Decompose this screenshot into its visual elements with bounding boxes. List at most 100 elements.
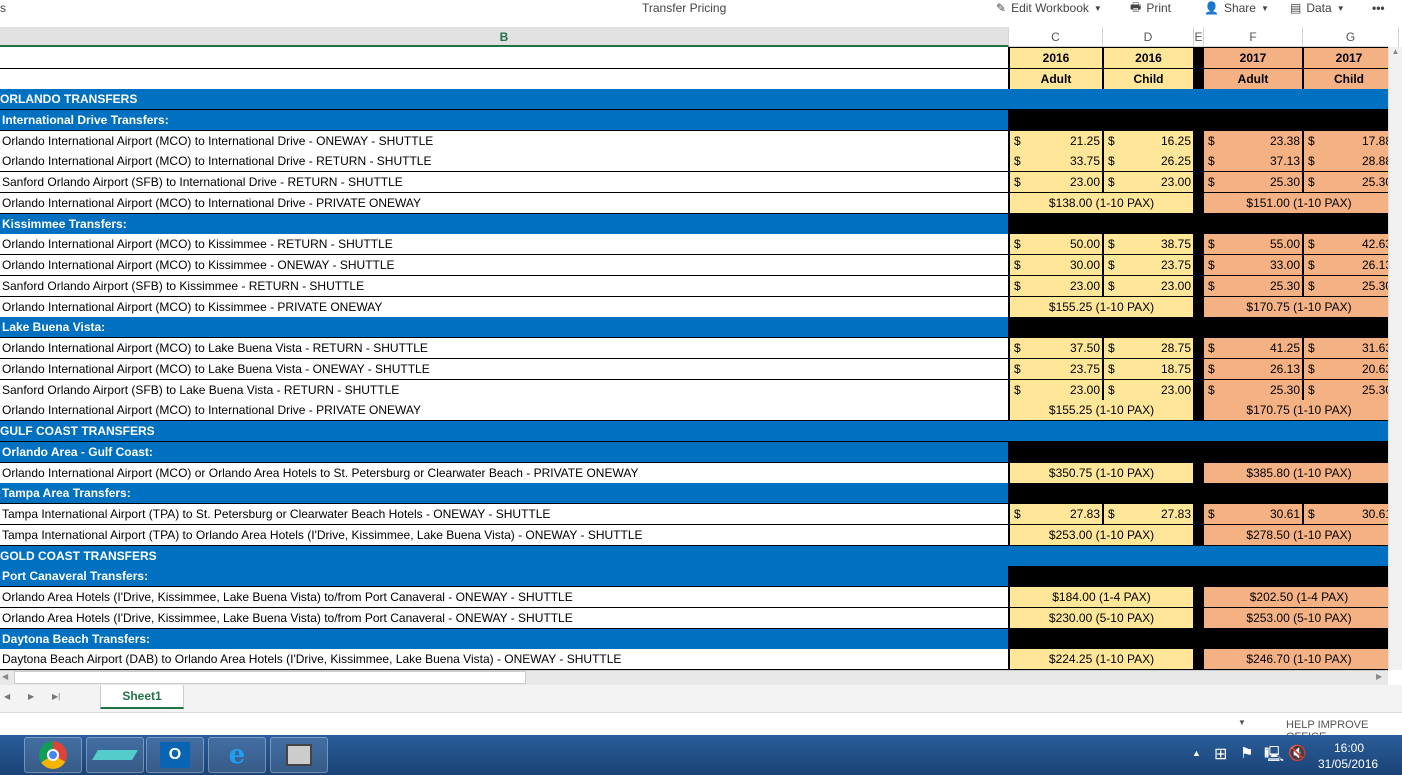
price-2017-pax[interactable]: $202.50 (1-4 PAX) xyxy=(1204,587,1388,607)
scroll-left-icon[interactable]: ◀ xyxy=(2,672,9,681)
price-2016-adult[interactable]: $30.00 xyxy=(1010,255,1102,275)
caret-down-icon[interactable]: ▼ xyxy=(1238,718,1246,727)
route-label[interactable]: Orlando International Airport (MCO) to L… xyxy=(0,338,1008,358)
header-2016-child[interactable]: 2016 xyxy=(1104,48,1193,68)
price-2016-pax[interactable]: $155.25 (1-10 PAX) xyxy=(1010,400,1193,421)
header-2016-adult[interactable]: 2016 xyxy=(1010,48,1102,68)
scroll-thumb[interactable] xyxy=(14,671,526,684)
price-2017-child[interactable]: $20.63 xyxy=(1304,358,1388,379)
print-button[interactable]: 🖶 Print xyxy=(1130,0,1171,16)
route-label[interactable]: Tampa International Airport (TPA) to St.… xyxy=(0,504,1008,524)
last-sheet-icon[interactable]: ▶| xyxy=(52,692,61,701)
more-options-button[interactable]: ••• xyxy=(1372,1,1385,15)
subsection-title[interactable]: Tampa Area Transfers: xyxy=(0,483,1008,504)
price-2016-pax[interactable]: $184.00 (1-4 PAX) xyxy=(1010,587,1193,607)
horizontal-scrollbar[interactable]: ◀ ▶ xyxy=(0,670,1388,685)
edit-workbook-button[interactable]: ✎ Edit Workbook ▼ xyxy=(996,1,1102,15)
price-2017-adult[interactable]: $23.38 xyxy=(1204,130,1302,151)
route-label[interactable]: Orlando International Airport (MCO) to K… xyxy=(0,296,1008,317)
price-2016-pax[interactable]: $230.00 (5-10 PAX) xyxy=(1010,607,1193,628)
column-header-b[interactable]: B xyxy=(0,27,1009,47)
price-2017-adult[interactable]: $33.00 xyxy=(1204,255,1302,275)
price-2016-pax[interactable]: $138.00 (1-10 PAX) xyxy=(1010,192,1193,213)
price-2017-child[interactable]: $25.30 xyxy=(1304,172,1388,192)
route-label[interactable]: Orlando International Airport (MCO) to I… xyxy=(0,192,1008,213)
price-2017-child[interactable]: $30.61 xyxy=(1304,504,1388,524)
price-2016-child[interactable]: $16.25 xyxy=(1104,130,1193,151)
route-label[interactable]: Orlando International Airport (MCO) to I… xyxy=(0,400,1008,421)
price-2016-child[interactable]: $38.75 xyxy=(1104,234,1193,255)
price-2016-child[interactable]: $23.75 xyxy=(1104,255,1193,275)
column-header-c[interactable]: C xyxy=(1009,27,1103,47)
price-2017-child[interactable]: $25.30 xyxy=(1304,275,1388,296)
route-label[interactable]: Orlando International Airport (MCO) to L… xyxy=(0,358,1008,379)
scroll-right-icon[interactable]: ▶ xyxy=(1376,672,1383,681)
route-label[interactable]: Sanford Orlando Airport (SFB) to Interna… xyxy=(0,172,1008,192)
volume-muted-icon[interactable]: 🔇 xyxy=(1288,745,1307,762)
price-2017-adult[interactable]: $37.13 xyxy=(1204,151,1302,172)
chrome-icon[interactable] xyxy=(24,737,82,773)
price-2017-pax[interactable]: $246.70 (1-10 PAX) xyxy=(1204,649,1388,670)
price-2016-child[interactable]: $23.00 xyxy=(1104,275,1193,296)
price-2017-pax[interactable]: $278.50 (1-10 PAX) xyxy=(1204,524,1388,545)
price-2017-child[interactable]: $28.88 xyxy=(1304,151,1388,172)
column-header-f[interactable]: F xyxy=(1204,27,1303,47)
header-2017-child[interactable]: 2017 xyxy=(1304,48,1388,68)
price-2017-pax[interactable]: $170.75 (1-10 PAX) xyxy=(1204,296,1388,317)
price-2017-adult[interactable]: $25.30 xyxy=(1204,379,1302,400)
internet-explorer-icon[interactable]: e xyxy=(208,737,266,773)
clock-time[interactable]: 16:00 xyxy=(1334,741,1365,755)
price-2017-pax[interactable]: $253.00 (5-10 PAX) xyxy=(1204,607,1388,628)
price-2016-pax[interactable]: $253.00 (1-10 PAX) xyxy=(1010,524,1193,545)
price-2016-child[interactable]: $23.00 xyxy=(1104,172,1193,192)
price-2017-adult[interactable]: $30.61 xyxy=(1204,504,1302,524)
price-2017-child[interactable]: $25.30 xyxy=(1304,379,1388,400)
price-2016-adult[interactable]: $23.75 xyxy=(1010,358,1102,379)
route-label[interactable]: Orlando Area Hotels (I'Drive, Kissimmee,… xyxy=(0,587,1008,607)
price-2016-child[interactable]: $26.25 xyxy=(1104,151,1193,172)
subsection-title[interactable]: Daytona Beach Transfers: xyxy=(0,628,1008,649)
route-label[interactable]: Orlando International Airport (MCO) or O… xyxy=(0,462,1008,483)
data-button[interactable]: ▤ Data ▼ xyxy=(1290,1,1345,15)
subsection-title[interactable]: International Drive Transfers: xyxy=(0,109,1008,130)
price-2016-child[interactable]: $27.83 xyxy=(1104,504,1193,524)
route-label[interactable]: Daytona Beach Airport (DAB) to Orlando A… xyxy=(0,649,1008,670)
price-2017-child[interactable]: $42.63 xyxy=(1304,234,1388,255)
section-title[interactable]: GOLD COAST TRANSFERS xyxy=(0,545,1388,566)
price-2016-pax[interactable]: $155.25 (1-10 PAX) xyxy=(1010,296,1193,317)
price-2017-child[interactable]: $31.63 xyxy=(1304,338,1388,358)
header-2017-adult[interactable]: 2017 xyxy=(1204,48,1302,68)
price-2017-adult[interactable]: $41.25 xyxy=(1204,338,1302,358)
price-2016-child[interactable]: $23.00 xyxy=(1104,379,1193,400)
route-label[interactable]: Tampa International Airport (TPA) to Orl… xyxy=(0,524,1008,545)
price-2017-child[interactable]: $17.88 xyxy=(1304,130,1388,151)
price-2016-pax[interactable]: $224.25 (1-10 PAX) xyxy=(1010,649,1193,670)
outlook-icon[interactable]: O xyxy=(146,737,204,773)
price-2016-adult[interactable]: $33.75 xyxy=(1010,151,1102,172)
route-label[interactable]: Orlando Area Hotels (I'Drive, Kissimmee,… xyxy=(0,607,1008,628)
price-2017-pax[interactable]: $385.80 (1-10 PAX) xyxy=(1204,462,1388,483)
route-label[interactable]: Sanford Orlando Airport (SFB) to Lake Bu… xyxy=(0,379,1008,400)
price-2017-adult[interactable]: $25.30 xyxy=(1204,275,1302,296)
vertical-scrollbar[interactable]: ▲ xyxy=(1388,47,1402,670)
price-2017-child[interactable]: $26.13 xyxy=(1304,255,1388,275)
clock-date[interactable]: 31/05/2016 xyxy=(1318,757,1379,771)
route-label[interactable]: Orlando International Airport (MCO) to K… xyxy=(0,234,1008,255)
column-header-d[interactable]: D xyxy=(1103,27,1194,47)
subsection-title[interactable]: Port Canaveral Transfers: xyxy=(0,566,1008,587)
price-2016-child[interactable]: $18.75 xyxy=(1104,358,1193,379)
price-2017-adult[interactable]: $55.00 xyxy=(1204,234,1302,255)
price-2017-pax[interactable]: $170.75 (1-10 PAX) xyxy=(1204,400,1388,421)
network-app-icon[interactable] xyxy=(270,737,328,773)
price-2017-adult[interactable]: $26.13 xyxy=(1204,358,1302,379)
section-title[interactable]: GULF COAST TRANSFERS xyxy=(0,421,1388,441)
price-2017-adult[interactable]: $25.30 xyxy=(1204,172,1302,192)
windows-icon[interactable]: ⊞ xyxy=(1214,746,1228,763)
header-child[interactable]: Child xyxy=(1104,69,1193,89)
column-header-g[interactable]: G xyxy=(1303,27,1399,47)
subsection-title[interactable]: Lake Buena Vista: xyxy=(0,317,1008,338)
section-title[interactable]: ORLANDO TRANSFERS xyxy=(0,89,1388,109)
header-adult[interactable]: Adult xyxy=(1204,69,1302,89)
price-2016-pax[interactable]: $350.75 (1-10 PAX) xyxy=(1010,462,1193,483)
header-adult[interactable]: Adult xyxy=(1010,69,1102,89)
